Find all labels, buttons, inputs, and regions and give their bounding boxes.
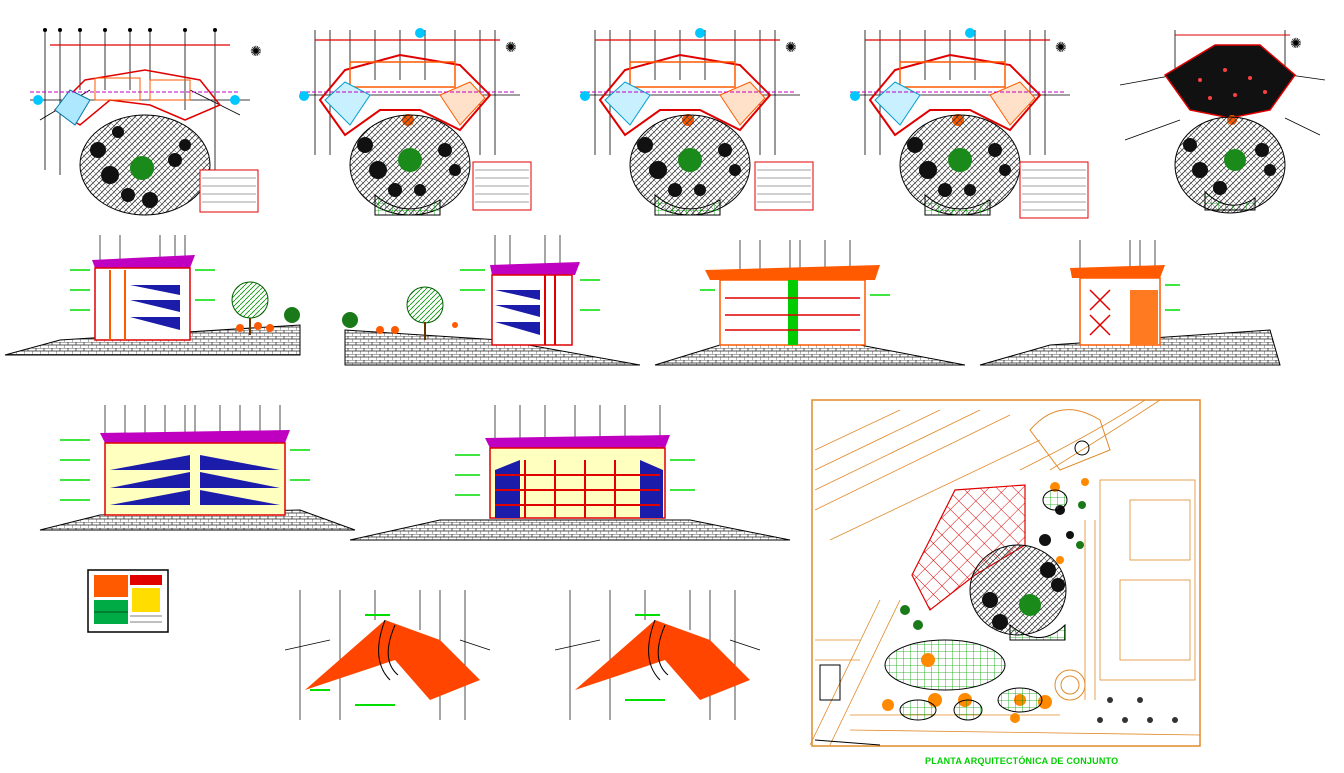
site-plan-caption: PLANTA ARQUITECTÓNICA DE CONJUNTO xyxy=(925,756,1119,766)
title-block xyxy=(87,569,169,633)
svg-text:✺: ✺ xyxy=(785,39,797,55)
floor-plan-4: ✺ xyxy=(850,28,1089,219)
floor-plan-2: ✺ xyxy=(299,28,532,216)
elevation-2 xyxy=(342,235,641,366)
svg-text:✺: ✺ xyxy=(1055,39,1067,55)
roof-plan: ✺ xyxy=(1119,30,1326,214)
svg-text:✺: ✺ xyxy=(505,39,517,55)
floor-plan-1: ✺ xyxy=(30,28,262,216)
svg-text:✺: ✺ xyxy=(1290,35,1302,51)
elevation-1 xyxy=(4,235,301,356)
floor-plan-3: ✺ xyxy=(580,28,814,216)
section-3 xyxy=(349,405,791,541)
svg-text:✺: ✺ xyxy=(250,43,262,59)
roof-isometric-2 xyxy=(554,590,761,720)
section-2 xyxy=(979,240,1281,366)
site-plan xyxy=(809,399,1201,747)
section-1 xyxy=(654,240,966,366)
roof-isometric-1 xyxy=(284,590,491,720)
elevation-3 xyxy=(39,405,356,531)
